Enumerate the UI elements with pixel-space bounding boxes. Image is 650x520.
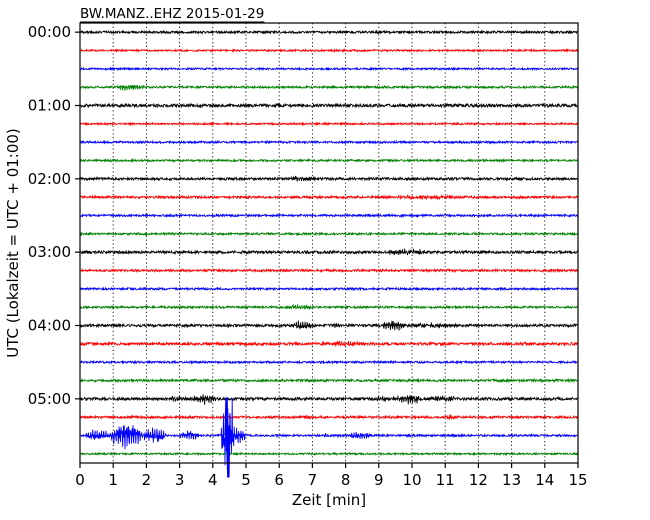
seismic-trace [79, 340, 579, 347]
x-tick-label: 10 [402, 471, 421, 489]
seismic-trace [79, 102, 579, 109]
x-tick-label: 2 [142, 471, 152, 489]
axes-frame [79, 22, 579, 464]
y-axis-tick-labels: 00:00 01:00 02:00 03:00 04:00 05:00 [28, 23, 71, 408]
y-tick-label: 00:00 [28, 23, 71, 41]
seismic-trace [79, 359, 579, 365]
seismic-trace [79, 304, 579, 311]
x-tick-label: 3 [175, 471, 185, 489]
seismic-trace [79, 66, 579, 72]
y-tick-label: 02:00 [28, 170, 71, 188]
seismic-trace [79, 29, 579, 35]
y-axis-ticks [75, 31, 80, 400]
seismic-trace [79, 157, 579, 164]
x-tick-label: 14 [535, 471, 554, 489]
vertical-gridlines [112, 23, 546, 463]
x-tick-label: 7 [308, 471, 318, 489]
seismic-trace [79, 121, 579, 127]
x-tick-label: 8 [341, 471, 351, 489]
x-tick-label: 11 [436, 471, 455, 489]
page-title: BW.MANZ..EHZ 2015-01-29 [80, 6, 264, 22]
seismic-trace [79, 139, 579, 145]
seismic-trace [79, 286, 579, 292]
y-tick-label: 05:00 [28, 390, 71, 408]
seismic-trace [79, 48, 579, 53]
trace-group [79, 29, 579, 478]
x-axis-label: Zeit [min] [292, 491, 366, 509]
seismic-trace [79, 248, 579, 256]
x-tick-label: 5 [241, 471, 251, 489]
y-tick-label: 01:00 [28, 97, 71, 115]
y-axis-label: UTC (Lokalzeit = UTC + 01:00) [4, 128, 22, 358]
seismic-trace [79, 320, 579, 331]
seismic-trace [79, 212, 579, 219]
seismic-trace [79, 377, 579, 384]
y-tick-label: 03:00 [28, 243, 71, 261]
x-axis-tick-labels: 0 1 2 3 4 5 6 7 8 9 10 11 12 13 14 15 [75, 471, 587, 489]
x-tick-label: 6 [274, 471, 284, 489]
seismic-trace [79, 397, 579, 466]
seismic-trace [79, 267, 579, 274]
x-tick-label: 12 [469, 471, 488, 489]
y-tick-label: 04:00 [28, 317, 71, 335]
seismic-trace [79, 394, 579, 405]
x-tick-label: 1 [108, 471, 118, 489]
seismic-trace [79, 414, 579, 420]
seismic-trace [79, 84, 579, 91]
seismic-trace [79, 193, 579, 201]
x-tick-label: 15 [568, 471, 587, 489]
x-tick-label: 4 [208, 471, 218, 489]
x-tick-label: 13 [502, 471, 521, 489]
seismic-trace [79, 451, 579, 457]
seismic-trace [79, 175, 579, 182]
x-tick-label: 9 [374, 471, 384, 489]
seismic-trace [79, 231, 579, 237]
x-tick-label: 0 [75, 471, 85, 489]
x-axis-ticks [79, 463, 579, 468]
